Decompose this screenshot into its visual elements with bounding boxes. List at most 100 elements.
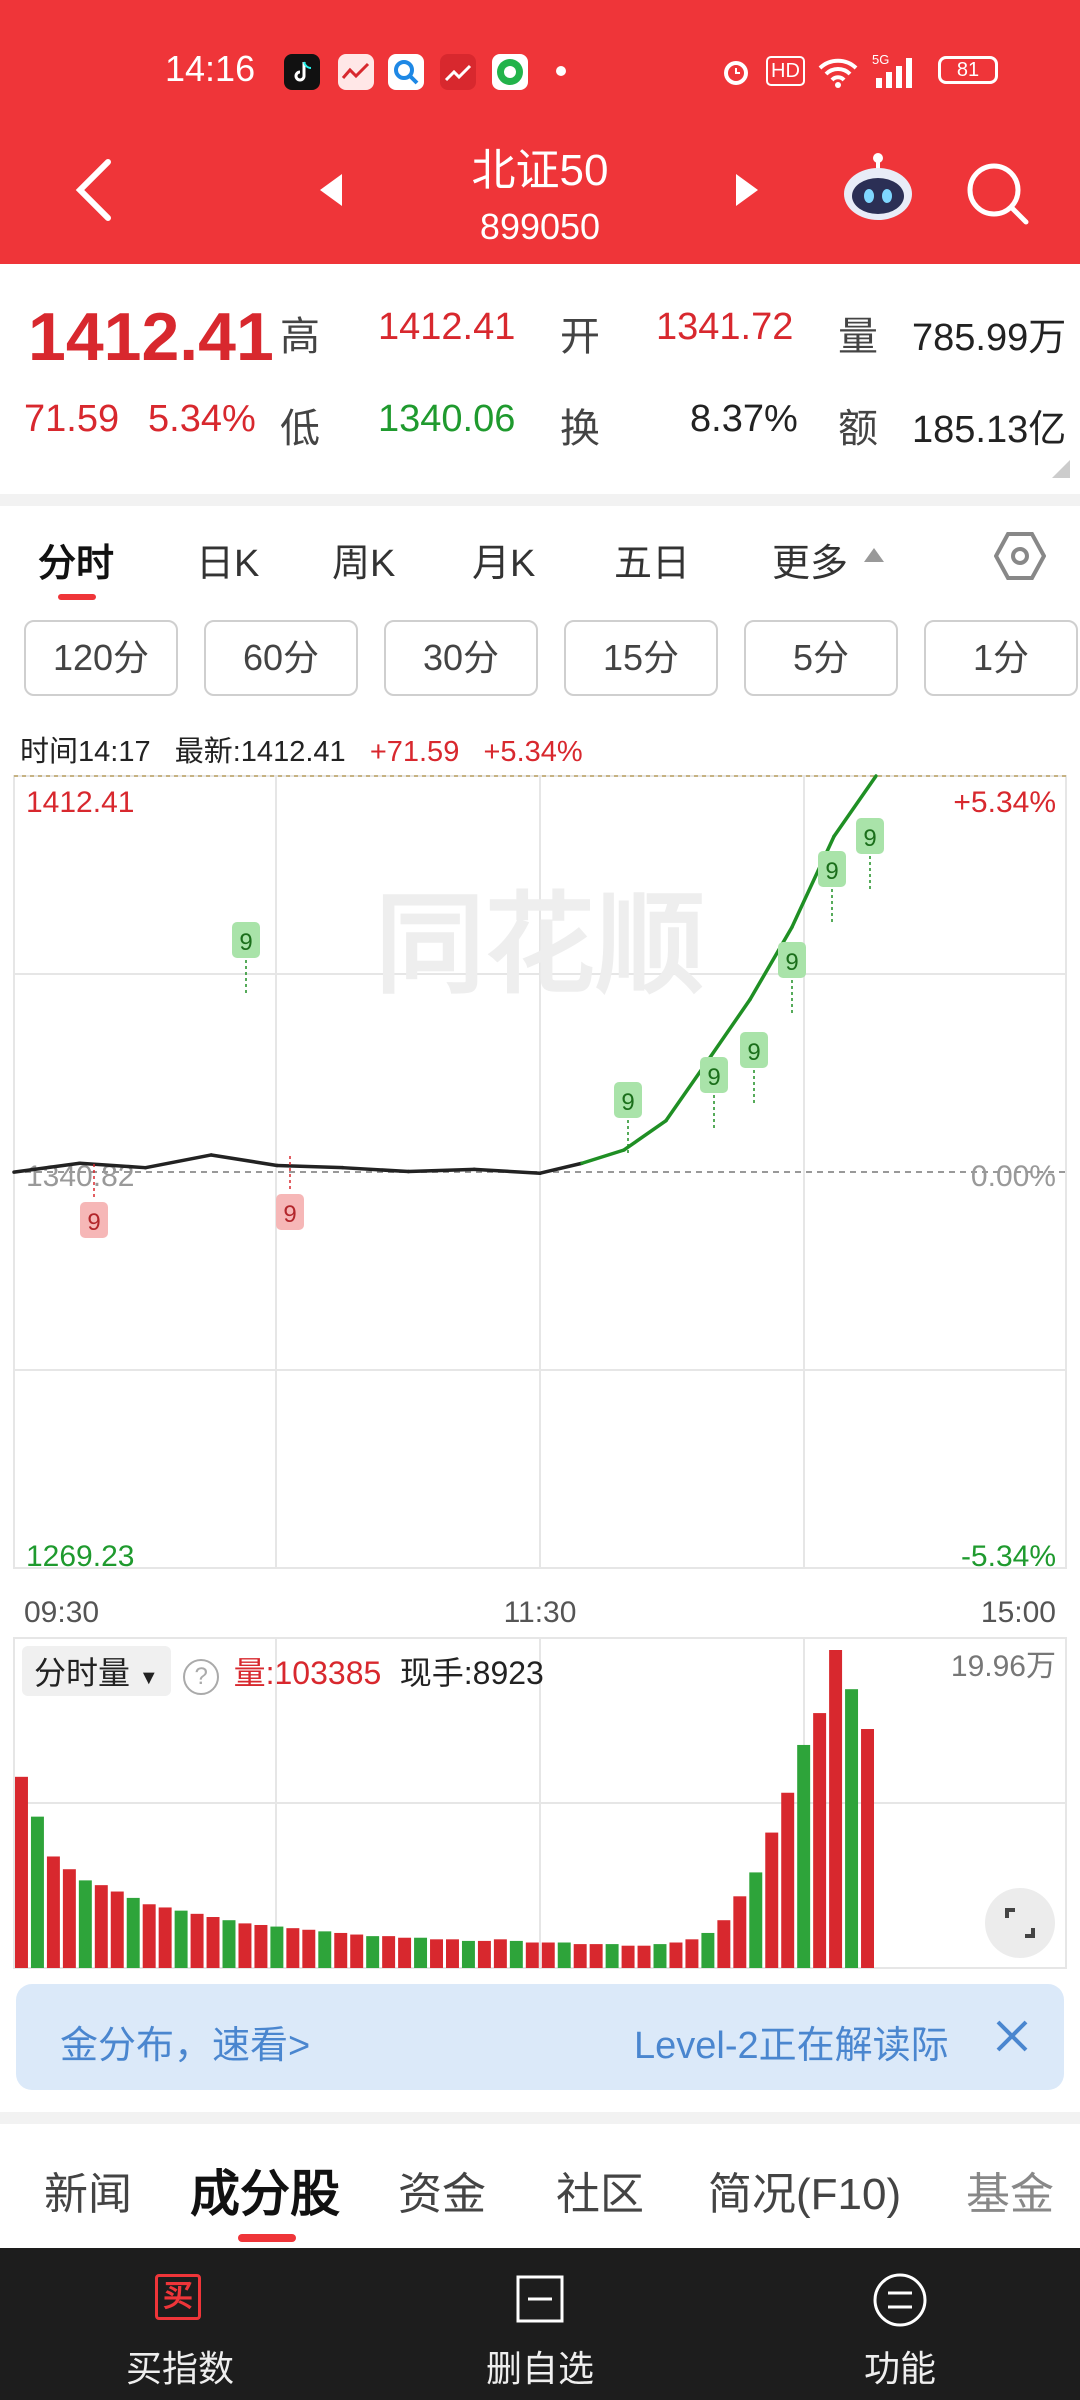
y-low-pct-label: -5.34%	[961, 1540, 1056, 1573]
volume-bar	[861, 1729, 874, 1968]
signal-badge	[778, 942, 806, 978]
x-mid-label: 11:30	[504, 1596, 577, 1629]
volume-bar	[461, 1940, 475, 1968]
tab-weekly-k[interactable]: 周K	[332, 543, 396, 585]
buy-index-button[interactable]: 买 买指数	[0, 2248, 360, 2400]
volume-bar	[621, 1945, 635, 1968]
low-value: 1340.06	[378, 398, 516, 440]
volume-bar	[477, 1940, 491, 1968]
tab-daily-k[interactable]: 日K	[196, 543, 260, 585]
volume-indicator-select[interactable]: 分时量 ▼	[22, 1646, 171, 1696]
info-change: +71.59	[369, 736, 460, 768]
period-1m-button[interactable]: 1分	[924, 620, 1078, 696]
tab-funds-flow[interactable]: 资金	[398, 2170, 486, 2219]
period-60m-button[interactable]: 60分	[204, 620, 358, 696]
x-start-label: 09:30	[24, 1596, 99, 1629]
volume-bar	[254, 1924, 268, 1968]
tab-five-day[interactable]: 五日	[614, 543, 691, 585]
close-icon[interactable]	[992, 2016, 1032, 2061]
banner-right-text[interactable]: Level-2正在解读际	[634, 2025, 949, 2067]
tiktok-notification-icon	[284, 54, 320, 90]
watermark: 同花顺	[375, 884, 705, 1007]
period-120m-button[interactable]: 120分	[24, 620, 178, 696]
high-label: 高	[280, 315, 320, 359]
volume-bar	[701, 1932, 715, 1968]
volume-bar	[653, 1944, 667, 1968]
volume-bar	[382, 1936, 396, 1968]
volume-bar	[525, 1942, 539, 1968]
volume-bar	[398, 1937, 412, 1968]
stock-code: 899050	[479, 206, 601, 247]
fullscreen-icon	[1005, 1908, 1035, 1938]
tab-community[interactable]: 社区	[556, 2170, 644, 2219]
volume-bar	[270, 1926, 284, 1968]
volume-bar	[717, 1920, 731, 1968]
volume-bar	[222, 1920, 236, 1968]
functions-button[interactable]: 功能	[720, 2248, 1080, 2400]
prev-stock-icon[interactable]	[316, 170, 346, 215]
tab-more[interactable]: 更多	[772, 543, 849, 585]
signal-badge	[614, 1082, 642, 1118]
period-5m-button[interactable]: 5分	[744, 620, 898, 696]
volume-value: 785.99万	[912, 317, 1067, 359]
wifi-icon	[816, 54, 860, 95]
next-stock-icon[interactable]	[732, 170, 762, 215]
price-segment	[472, 1167, 542, 1175]
finance-app-notification-icon	[338, 54, 374, 90]
tab-f10-overview[interactable]: 简况(F10)	[708, 2170, 902, 2219]
robot-assistant-icon[interactable]	[840, 150, 916, 231]
tab-fund[interactable]: 基金	[966, 2170, 1054, 2219]
signal-label: 9	[239, 929, 252, 956]
volume-bar	[94, 1885, 108, 1968]
volume-bar	[813, 1713, 827, 1968]
price-segment	[78, 1161, 148, 1170]
fullscreen-button[interactable]	[985, 1888, 1055, 1958]
y-mid-pct-label: 0.00%	[971, 1160, 1056, 1193]
period-15m-button[interactable]: 15分	[564, 620, 718, 696]
volume-max-label: 19.96万	[951, 1650, 1056, 1683]
amount-value: 185.13亿	[912, 409, 1067, 451]
signal-label: 9	[621, 1089, 634, 1116]
question-icon[interactable]: ?	[183, 1659, 220, 1695]
expand-corner-icon[interactable]	[1052, 460, 1070, 483]
volume-bar	[190, 1913, 204, 1968]
wechat-notification-icon	[492, 54, 528, 90]
remove-watchlist-icon	[515, 2274, 565, 2329]
turnover-label: 换	[560, 407, 600, 451]
volume-bar	[126, 1897, 140, 1968]
menu-icon	[872, 2272, 928, 2333]
price-segment	[706, 997, 752, 1063]
price-line	[12, 774, 878, 1175]
settings-hexagon-icon[interactable]	[993, 530, 1047, 587]
signal-badge	[740, 1032, 768, 1068]
remove-watchlist-button[interactable]: 删自选	[360, 2248, 720, 2400]
signal-badge	[232, 922, 260, 958]
intraday-chart[interactable]: 同花顺 1412.41 +5.34% 1340.82 0.00% 1269.23…	[0, 768, 1080, 1978]
nav-bar: 北证50 899050	[0, 120, 1080, 260]
amount-label: 额	[838, 407, 878, 451]
tab-intraday[interactable]: 分时	[38, 543, 115, 585]
volume-bar	[669, 1942, 683, 1968]
volume-bar	[142, 1904, 156, 1968]
price-segment	[622, 1118, 668, 1152]
promo-banner[interactable]: 金分布，速看> Level-2正在解读际	[16, 1984, 1064, 2090]
volume-bar	[302, 1929, 316, 1968]
volume-bar	[350, 1934, 364, 1968]
tab-constituents[interactable]: 成分股	[190, 2166, 340, 2222]
volume-bar	[206, 1917, 220, 1968]
tab-news[interactable]: 新闻	[44, 2170, 132, 2219]
signal-label: 9	[283, 1201, 296, 1228]
banner-left-text[interactable]: 金分布，速看>	[60, 2025, 311, 2067]
tab-monthly-k[interactable]: 月K	[472, 543, 536, 585]
hd-icon: HD	[766, 56, 805, 86]
back-icon[interactable]	[70, 156, 120, 229]
search-icon[interactable]	[962, 158, 1032, 233]
alarm-icon	[718, 54, 754, 95]
price-segment	[406, 1167, 476, 1174]
volume-bar	[318, 1931, 332, 1968]
volume-bar	[46, 1856, 60, 1968]
price-segment	[538, 1161, 584, 1175]
volume-bar	[605, 1944, 619, 1968]
battery-indicator: 81	[938, 56, 998, 84]
period-30m-button[interactable]: 30分	[384, 620, 538, 696]
